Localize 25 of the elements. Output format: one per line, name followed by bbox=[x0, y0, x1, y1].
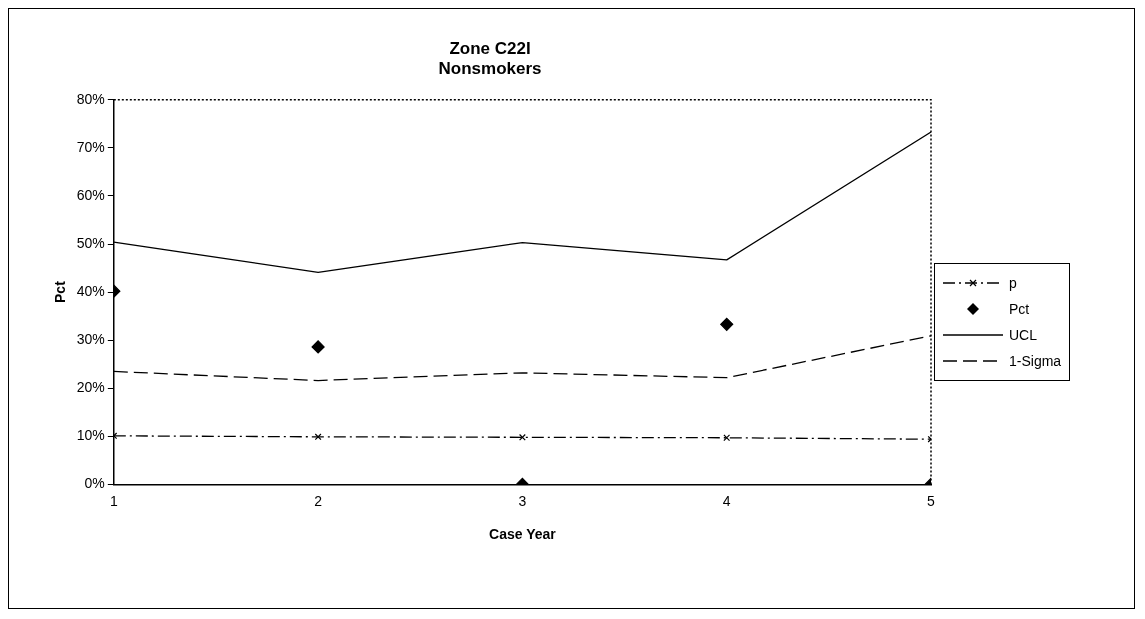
x-tick-label: 1 bbox=[109, 492, 118, 509]
chart-title: Zone C22I Nonsmokers bbox=[438, 38, 542, 79]
y-axis-title: Pct bbox=[52, 280, 69, 303]
legend-label: Pct bbox=[1009, 301, 1030, 317]
point bbox=[720, 317, 734, 331]
y-tick-label: 50% bbox=[76, 234, 105, 251]
x-tick-label: 4 bbox=[722, 492, 731, 509]
y-tick-label: 20% bbox=[76, 379, 105, 396]
y-tick-label: 80% bbox=[76, 90, 105, 107]
y-tick-label: 40% bbox=[76, 282, 105, 299]
y-tick-label: 70% bbox=[76, 138, 105, 155]
legend-label: p bbox=[1009, 275, 1017, 291]
legend-label: UCL bbox=[1009, 327, 1038, 343]
point bbox=[314, 433, 322, 441]
point bbox=[518, 433, 526, 441]
x-tick-label: 2 bbox=[314, 492, 323, 509]
point bbox=[311, 340, 325, 354]
x-tick-label: 3 bbox=[518, 492, 527, 509]
x-tick-label: 5 bbox=[927, 492, 936, 509]
y-tick-label: 60% bbox=[76, 186, 105, 203]
legend-label: 1-Sigma bbox=[1009, 353, 1062, 369]
x-axis-title: Case Year bbox=[489, 526, 557, 543]
y-tick-label: 0% bbox=[84, 475, 105, 492]
y-tick-label: 10% bbox=[76, 427, 105, 444]
y-tick-label: 30% bbox=[76, 331, 105, 348]
